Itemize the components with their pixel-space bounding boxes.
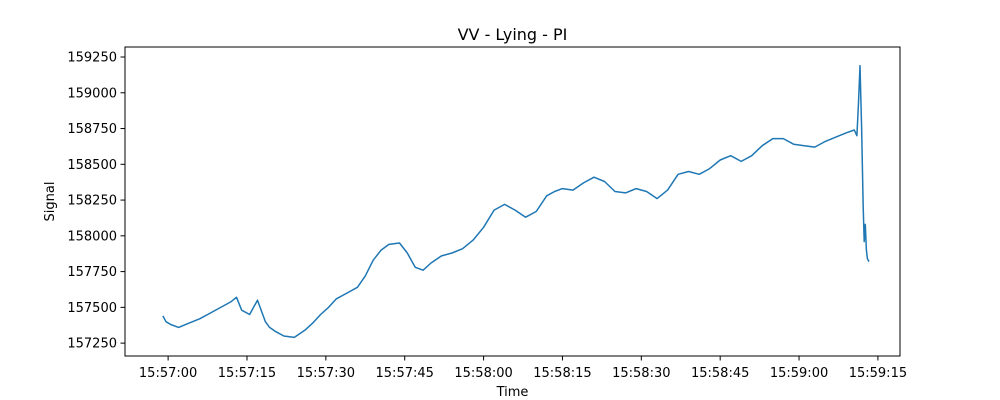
x-tick-label: 15:57:30 [297, 366, 355, 381]
x-tick-label: 15:58:00 [454, 366, 512, 381]
x-tick-label: 15:57:45 [376, 366, 434, 381]
y-axis-ticks: 157250 157500 157750 158000 158250 158500 1587… [67, 51, 125, 352]
y-tick-label: 159250 [67, 51, 117, 66]
y-axis-label: Signal [43, 182, 58, 222]
y-tick-label: 157250 [67, 337, 117, 352]
x-tick-label: 15:57:15 [218, 366, 276, 381]
y-tick-label: 158750 [67, 122, 117, 137]
y-tick-label: 157750 [67, 265, 117, 280]
x-tick-label: 15:58:45 [691, 366, 749, 381]
x-tick-label: 15:59:00 [770, 366, 828, 381]
y-tick-label: 158500 [67, 158, 117, 173]
plot-frame [124, 46, 901, 357]
y-tick-label: 158000 [67, 229, 117, 244]
signal-series-line [162, 64, 870, 339]
x-tick-label: 15:58:30 [612, 366, 670, 381]
x-axis-ticks: 15:57:00 15:57:15 15:57:30 15:57:45 15:58:00… [139, 356, 907, 381]
y-tick-label: 158250 [67, 194, 117, 209]
x-axis-label: Time [496, 385, 529, 400]
plot-background [125, 47, 900, 356]
x-tick-label: 15:57:00 [139, 366, 197, 381]
x-tick-label: 15:59:15 [849, 366, 907, 381]
x-tick-label: 15:58:15 [533, 366, 591, 381]
chart-title: VV - Lying - PI [458, 25, 568, 44]
y-tick-label: 157500 [67, 301, 117, 316]
y-tick-label: 159000 [67, 86, 117, 101]
